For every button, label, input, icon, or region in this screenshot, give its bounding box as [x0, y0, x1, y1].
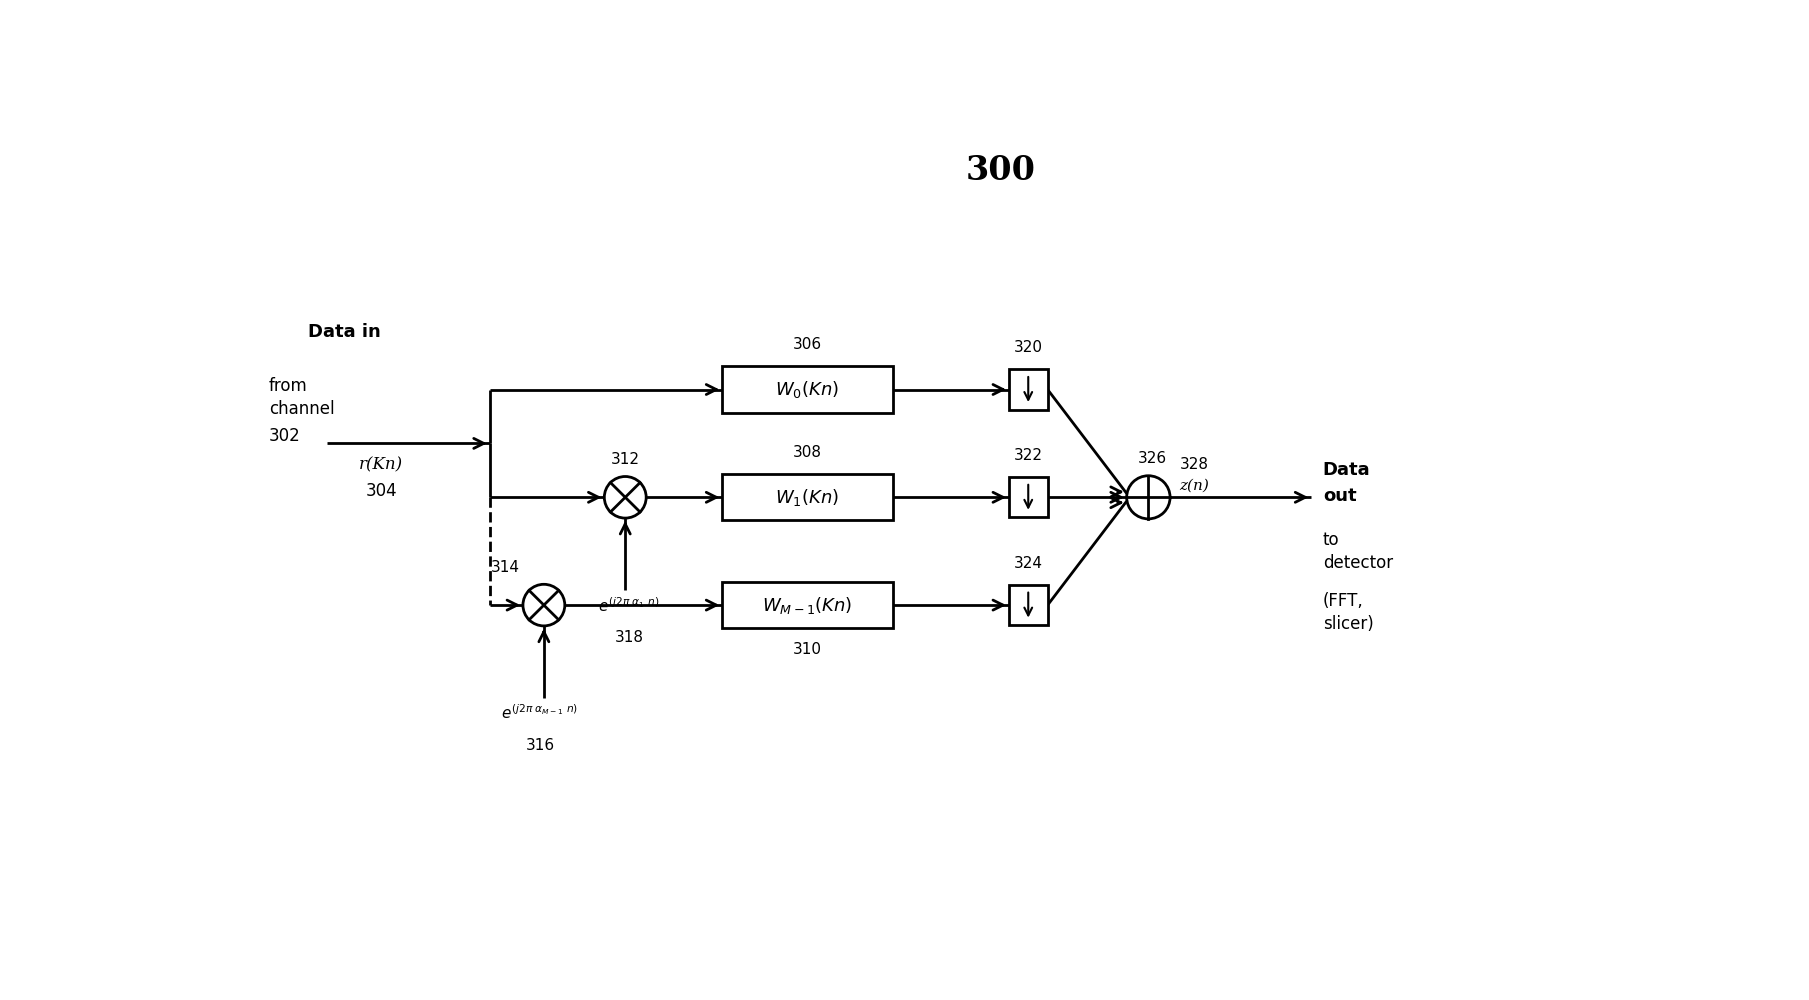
- Text: $e^{(j2\pi\ \alpha_1\ n)}$: $e^{(j2\pi\ \alpha_1\ n)}$: [599, 596, 660, 615]
- Text: 320: 320: [1013, 340, 1042, 355]
- Text: 306: 306: [792, 337, 821, 352]
- Text: r(Kn): r(Kn): [358, 456, 403, 473]
- Text: 302: 302: [270, 427, 300, 445]
- Text: to: to: [1322, 531, 1339, 549]
- Text: 326: 326: [1138, 451, 1167, 466]
- Text: 324: 324: [1013, 556, 1042, 571]
- Text: 312: 312: [611, 452, 640, 467]
- Text: Data in: Data in: [308, 323, 380, 341]
- Text: from: from: [270, 377, 308, 395]
- Text: 308: 308: [792, 445, 821, 460]
- Text: channel: channel: [270, 400, 335, 418]
- Text: 316: 316: [525, 738, 555, 753]
- FancyBboxPatch shape: [722, 582, 892, 628]
- Text: $W_0(Kn)$: $W_0(Kn)$: [776, 379, 839, 400]
- FancyBboxPatch shape: [1009, 369, 1047, 410]
- Text: $W_{M-1}(Kn)$: $W_{M-1}(Kn)$: [762, 595, 852, 616]
- Text: 304: 304: [365, 482, 396, 500]
- Text: detector: detector: [1322, 554, 1393, 572]
- FancyBboxPatch shape: [1009, 477, 1047, 517]
- Text: out: out: [1322, 487, 1357, 505]
- Text: 310: 310: [792, 642, 821, 657]
- Text: $W_1(Kn)$: $W_1(Kn)$: [776, 487, 839, 508]
- Text: slicer): slicer): [1322, 615, 1373, 633]
- Text: 322: 322: [1013, 448, 1042, 463]
- Text: Data: Data: [1322, 461, 1371, 479]
- FancyBboxPatch shape: [722, 474, 892, 520]
- FancyBboxPatch shape: [1009, 585, 1047, 625]
- FancyBboxPatch shape: [722, 366, 892, 413]
- Text: 300: 300: [966, 154, 1037, 187]
- Text: z(n): z(n): [1179, 479, 1208, 493]
- Text: 314: 314: [490, 560, 519, 575]
- Text: (FFT,: (FFT,: [1322, 592, 1364, 610]
- Text: 318: 318: [615, 630, 644, 645]
- Text: 328: 328: [1179, 457, 1208, 472]
- Text: $e^{(j2\pi\ \alpha_{M-1}\ n)}$: $e^{(j2\pi\ \alpha_{M-1}\ n)}$: [501, 704, 579, 722]
